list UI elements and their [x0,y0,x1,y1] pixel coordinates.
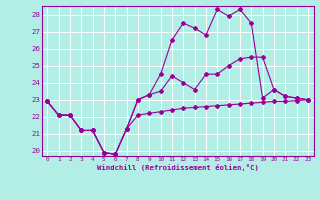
X-axis label: Windchill (Refroidissement éolien,°C): Windchill (Refroidissement éolien,°C) [97,164,259,171]
